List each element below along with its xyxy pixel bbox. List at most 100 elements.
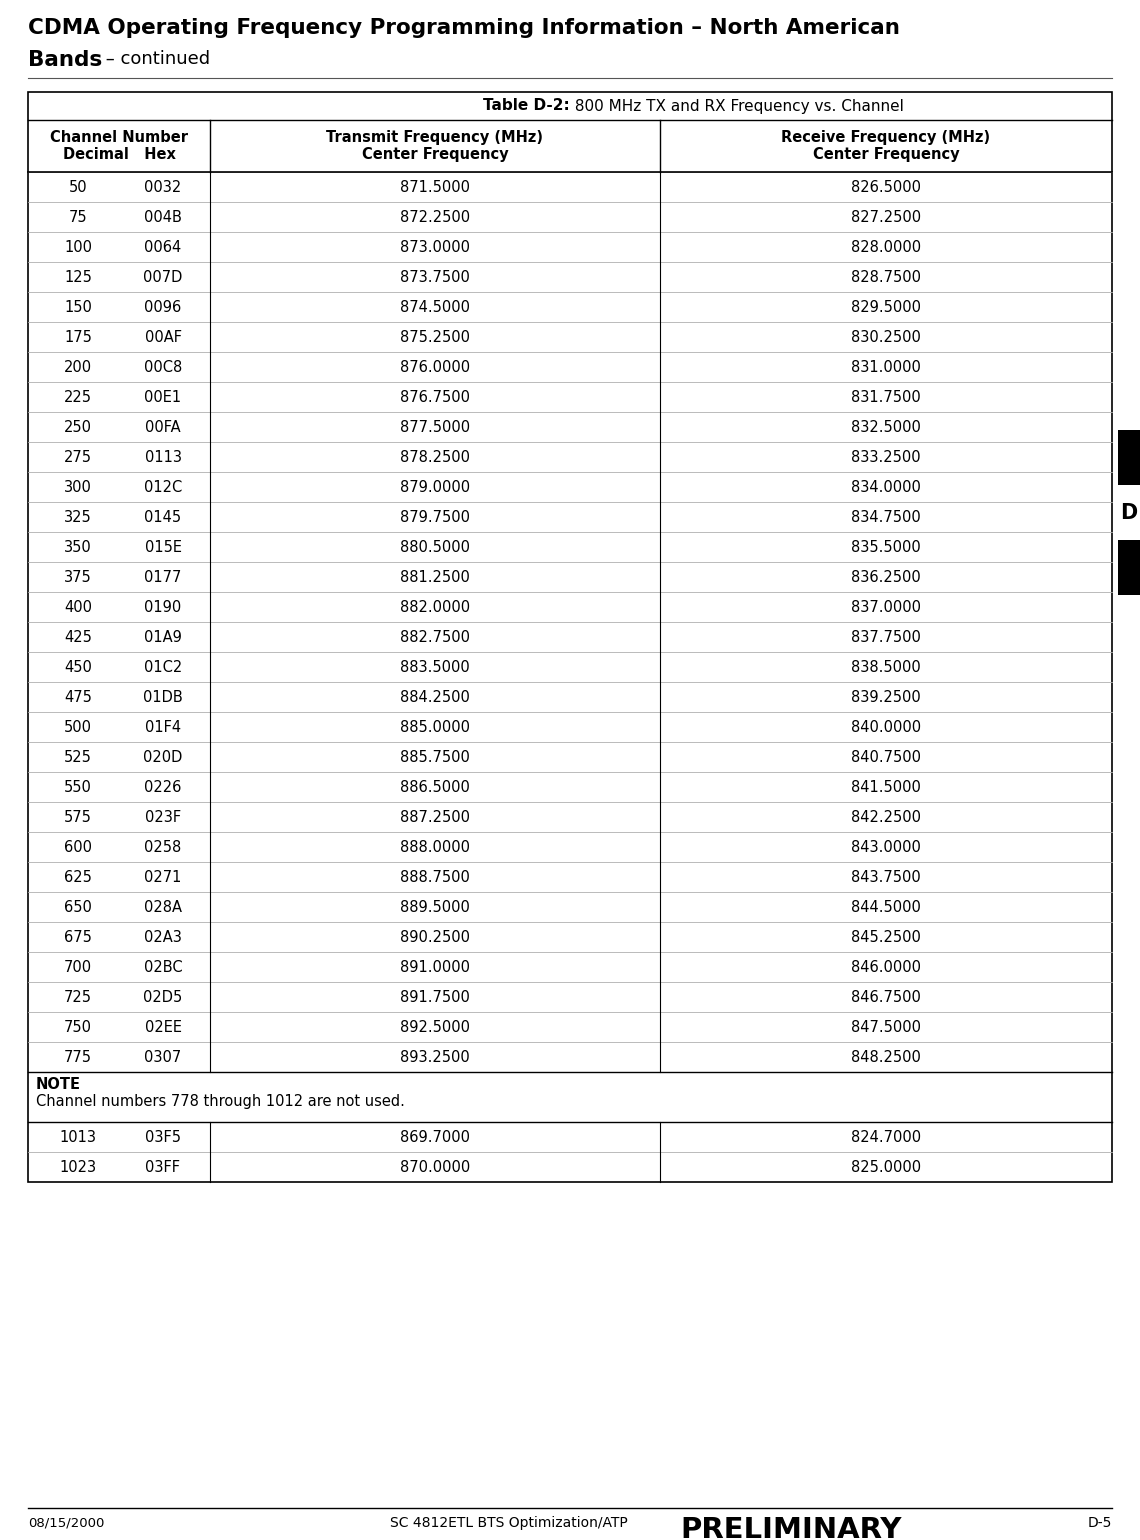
Text: 891.7500: 891.7500 bbox=[400, 990, 470, 1004]
Text: 825.0000: 825.0000 bbox=[850, 1160, 921, 1175]
Text: 600: 600 bbox=[64, 839, 92, 855]
Text: 150: 150 bbox=[64, 299, 92, 314]
Text: 350: 350 bbox=[64, 539, 92, 554]
Text: 838.5000: 838.5000 bbox=[852, 659, 921, 675]
Text: 023F: 023F bbox=[145, 810, 181, 824]
Text: 880.5000: 880.5000 bbox=[400, 539, 470, 554]
Text: 834.7500: 834.7500 bbox=[852, 510, 921, 525]
Text: 012C: 012C bbox=[144, 479, 182, 494]
Text: 0113: 0113 bbox=[145, 450, 181, 465]
Text: 876.7500: 876.7500 bbox=[400, 390, 470, 405]
Text: Channel numbers 778 through 1012 are not used.: Channel numbers 778 through 1012 are not… bbox=[36, 1093, 405, 1109]
Text: 832.5000: 832.5000 bbox=[852, 419, 921, 434]
Text: 00E1: 00E1 bbox=[145, 390, 181, 405]
Text: 100: 100 bbox=[64, 240, 92, 254]
Text: 834.0000: 834.0000 bbox=[852, 479, 921, 494]
Text: 837.0000: 837.0000 bbox=[850, 599, 921, 614]
Text: 125: 125 bbox=[64, 270, 92, 285]
Text: 836.2500: 836.2500 bbox=[852, 570, 921, 585]
Text: 843.7500: 843.7500 bbox=[852, 870, 921, 884]
Text: 225: 225 bbox=[64, 390, 92, 405]
Text: 300: 300 bbox=[64, 479, 92, 494]
Text: 675: 675 bbox=[64, 930, 92, 944]
Text: 831.0000: 831.0000 bbox=[852, 359, 921, 374]
Text: 826.5000: 826.5000 bbox=[850, 180, 921, 194]
Text: 869.7000: 869.7000 bbox=[400, 1129, 470, 1144]
Text: 00FA: 00FA bbox=[145, 419, 181, 434]
Text: 840.7500: 840.7500 bbox=[850, 750, 921, 764]
Text: Receive Frequency (MHz)
Center Frequency: Receive Frequency (MHz) Center Frequency bbox=[781, 129, 991, 162]
Text: 0226: 0226 bbox=[145, 779, 181, 795]
Text: Table D-2:: Table D-2: bbox=[483, 99, 570, 114]
Text: 878.2500: 878.2500 bbox=[400, 450, 470, 465]
Text: 01A9: 01A9 bbox=[144, 630, 182, 645]
Text: 50: 50 bbox=[68, 180, 88, 194]
Text: 837.7500: 837.7500 bbox=[852, 630, 921, 645]
Text: 325: 325 bbox=[64, 510, 92, 525]
Text: 525: 525 bbox=[64, 750, 92, 764]
Text: 250: 250 bbox=[64, 419, 92, 434]
Text: 775: 775 bbox=[64, 1049, 92, 1064]
Text: 475: 475 bbox=[64, 690, 92, 704]
Text: CDMA Operating Frequency Programming Information – North American: CDMA Operating Frequency Programming Inf… bbox=[28, 18, 899, 38]
Text: 831.7500: 831.7500 bbox=[852, 390, 921, 405]
Text: 887.2500: 887.2500 bbox=[400, 810, 470, 824]
Text: 800 MHz TX and RX Frequency vs. Channel: 800 MHz TX and RX Frequency vs. Channel bbox=[570, 99, 904, 114]
Text: 0032: 0032 bbox=[145, 180, 181, 194]
Bar bbox=[28, 92, 1112, 1183]
Text: 575: 575 bbox=[64, 810, 92, 824]
Text: 876.0000: 876.0000 bbox=[400, 359, 470, 374]
Text: 883.5000: 883.5000 bbox=[400, 659, 470, 675]
Text: 833.2500: 833.2500 bbox=[852, 450, 921, 465]
Text: 450: 450 bbox=[64, 659, 92, 675]
Text: 845.2500: 845.2500 bbox=[852, 930, 921, 944]
Text: 550: 550 bbox=[64, 779, 92, 795]
Text: 0190: 0190 bbox=[145, 599, 181, 614]
Text: 839.2500: 839.2500 bbox=[852, 690, 921, 704]
Text: D-5: D-5 bbox=[1088, 1515, 1112, 1531]
Text: 1023: 1023 bbox=[59, 1160, 97, 1175]
Text: 0096: 0096 bbox=[145, 299, 181, 314]
Text: 828.7500: 828.7500 bbox=[850, 270, 921, 285]
Text: 175: 175 bbox=[64, 330, 92, 345]
Text: 275: 275 bbox=[64, 450, 92, 465]
Text: 886.5000: 886.5000 bbox=[400, 779, 470, 795]
Text: 700: 700 bbox=[64, 959, 92, 975]
Text: 0307: 0307 bbox=[145, 1049, 181, 1064]
Text: 893.2500: 893.2500 bbox=[400, 1049, 470, 1064]
Text: 400: 400 bbox=[64, 599, 92, 614]
Text: 02A3: 02A3 bbox=[144, 930, 182, 944]
Text: 0271: 0271 bbox=[145, 870, 181, 884]
Text: 01F4: 01F4 bbox=[145, 719, 181, 735]
Text: 888.0000: 888.0000 bbox=[400, 839, 470, 855]
Text: 882.0000: 882.0000 bbox=[400, 599, 470, 614]
Text: 879.0000: 879.0000 bbox=[400, 479, 470, 494]
Text: 750: 750 bbox=[64, 1019, 92, 1035]
Text: 884.2500: 884.2500 bbox=[400, 690, 470, 704]
Text: 885.0000: 885.0000 bbox=[400, 719, 470, 735]
Text: – continued: – continued bbox=[100, 49, 210, 68]
Text: 828.0000: 828.0000 bbox=[850, 240, 921, 254]
Text: 02D5: 02D5 bbox=[144, 990, 182, 1004]
Text: 874.5000: 874.5000 bbox=[400, 299, 470, 314]
Text: 830.2500: 830.2500 bbox=[852, 330, 921, 345]
Text: D: D bbox=[1121, 504, 1138, 524]
Text: 890.2500: 890.2500 bbox=[400, 930, 470, 944]
Text: NOTE: NOTE bbox=[36, 1076, 81, 1092]
Text: 0177: 0177 bbox=[145, 570, 181, 585]
Text: Channel Number
Decimal   Hex: Channel Number Decimal Hex bbox=[50, 129, 188, 162]
Text: 843.0000: 843.0000 bbox=[852, 839, 921, 855]
Text: 028A: 028A bbox=[144, 899, 182, 915]
Text: 0258: 0258 bbox=[145, 839, 181, 855]
Text: Transmit Frequency (MHz)
Center Frequency: Transmit Frequency (MHz) Center Frequenc… bbox=[326, 129, 544, 162]
Text: 844.5000: 844.5000 bbox=[852, 899, 921, 915]
Text: 879.7500: 879.7500 bbox=[400, 510, 470, 525]
Text: 1013: 1013 bbox=[59, 1129, 97, 1144]
Text: 871.5000: 871.5000 bbox=[400, 180, 470, 194]
Text: 882.7500: 882.7500 bbox=[400, 630, 470, 645]
Text: PRELIMINARY: PRELIMINARY bbox=[679, 1515, 902, 1540]
Text: 020D: 020D bbox=[144, 750, 182, 764]
Text: 0064: 0064 bbox=[145, 240, 181, 254]
Text: 08/15/2000: 08/15/2000 bbox=[28, 1515, 105, 1529]
Text: 02BC: 02BC bbox=[144, 959, 182, 975]
